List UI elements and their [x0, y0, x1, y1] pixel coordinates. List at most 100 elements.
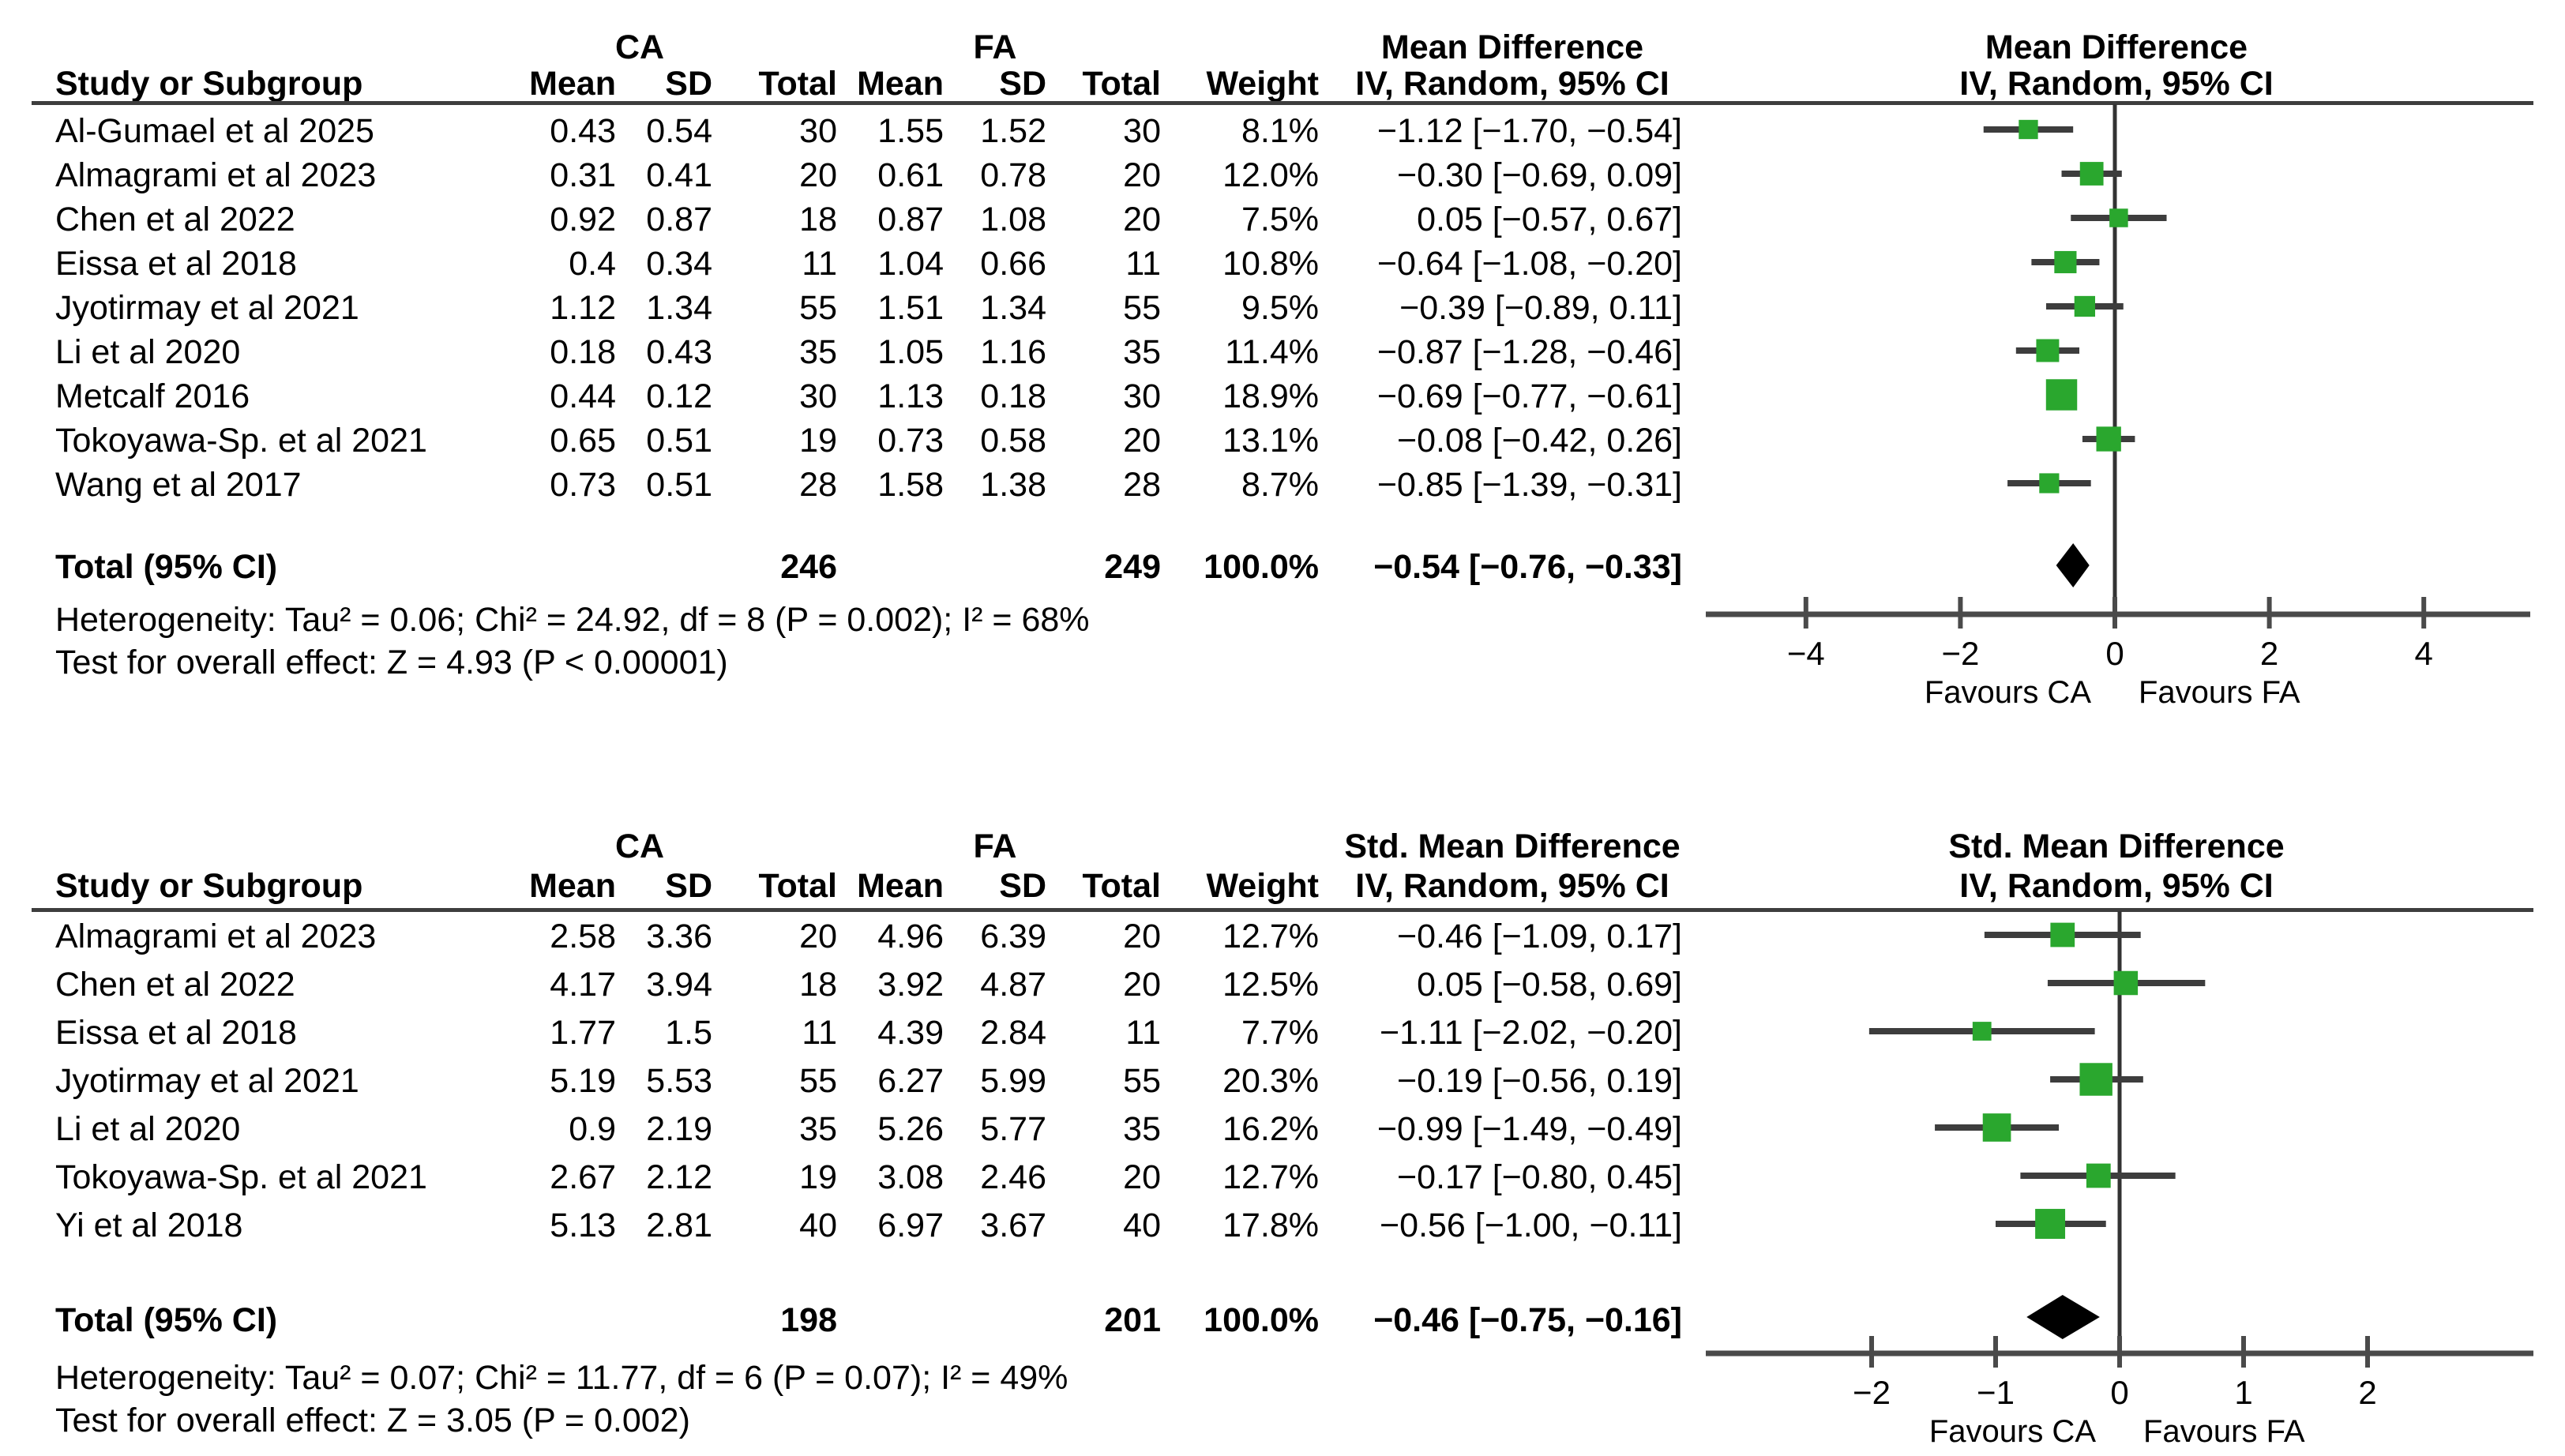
weight-value: 17.8% [1222, 1206, 1319, 1244]
study-name: Jyotirmay et al 2021 [55, 289, 359, 327]
group1-total: 11 [802, 245, 837, 283]
effect-marker-square [2019, 119, 2038, 140]
study-name: Li et al 2020 [55, 333, 241, 371]
ci-text: −0.85 [−1.39, −0.31] [1376, 466, 1682, 504]
ci-text: 0.05 [−0.58, 0.69] [1417, 966, 1682, 1004]
axis-tick-label: 0 [2110, 1374, 2128, 1411]
study-row: Chen et al 2022 4.17 3.94 18 3.92 4.87 20 12.5%… [0, 966, 1690, 1004]
weight-value: 9.5% [1241, 289, 1319, 327]
overall-effect-note: Test for overall effect: Z = 3.05 (P = 0… [55, 1402, 690, 1439]
group1-total: 35 [799, 333, 837, 371]
axis-tick-label: 1 [2234, 1374, 2252, 1411]
axis-tick-label: 4 [2415, 635, 2433, 672]
study-name: Chen et al 2022 [55, 201, 295, 238]
group2-mean: 5.26 [877, 1110, 944, 1148]
col-total2-header: Total [1082, 65, 1161, 103]
group1-mean: 0.18 [550, 333, 616, 371]
graph-effect-header: Std. Mean Difference [1948, 827, 2285, 865]
study-row: Tokoyawa-Sp. et al 2021 2.67 2.12 19 3.08 2.4… [0, 1158, 1690, 1196]
study-name: Almagrami et al 2023 [55, 156, 377, 194]
axis-tick-label: −4 [1787, 635, 1825, 672]
group2-total: 28 [1123, 466, 1161, 504]
group1-sd: 0.51 [646, 466, 712, 504]
weight-value: 11.4% [1225, 333, 1319, 371]
ci-text: −0.17 [−0.80, 0.45] [1396, 1158, 1682, 1196]
group1-mean: 2.67 [550, 1158, 616, 1196]
effect-marker-square [2086, 1163, 2111, 1188]
group2-header: FA [973, 827, 1017, 865]
group2-mean: 3.08 [877, 1158, 944, 1196]
group1-sd: 0.12 [646, 377, 712, 415]
axis-tick-label: −2 [1941, 635, 1979, 672]
weight-value: 7.5% [1241, 201, 1319, 238]
effect-marker-square [2079, 162, 2104, 186]
col-weight-header: Weight [1206, 867, 1319, 905]
effect-marker-square [2113, 970, 2139, 996]
group1-sd: 0.43 [646, 333, 712, 371]
study-row: Li et al 2020 0.9 2.19 35 5.26 5.77 35 16.2% −0.… [0, 1110, 1690, 1148]
group2-total: 35 [1123, 333, 1161, 371]
ci-text: −0.99 [−1.49, −0.49] [1376, 1110, 1682, 1148]
group2-header: FA [973, 28, 1017, 66]
study-name: Tokoyawa-Sp. et al 2021 [55, 1158, 427, 1196]
study-name: Yi et al 2018 [55, 1206, 243, 1244]
axis-tick-label: −2 [1853, 1374, 1891, 1411]
col-total2-header: Total [1082, 867, 1161, 905]
group2-mean: 1.13 [877, 377, 944, 415]
effect-marker-square [2109, 208, 2128, 227]
plot1-column-headers: Study or Subgroup Mean SD Total Mean SD … [0, 65, 2565, 103]
weight-value: 13.1% [1222, 422, 1319, 460]
forest-plot-1: CA FA Mean Difference Mean Difference St… [0, 0, 2565, 711]
group1-mean: 2.58 [550, 918, 616, 955]
group1-total: 55 [799, 289, 837, 327]
col-total1-header: Total [758, 867, 837, 905]
heterogeneity-note: Heterogeneity: Tau² = 0.06; Chi² = 24.92… [55, 601, 1090, 639]
ci-text: −1.11 [−2.02, −0.20] [1380, 1014, 1682, 1052]
weight-value: 7.7% [1241, 1014, 1319, 1052]
group1-sd: 0.34 [646, 245, 712, 283]
group1-mean: 0.73 [550, 466, 616, 504]
graph-method-header: IV, Random, 95% CI [1959, 65, 2274, 103]
study-row: Yi et al 2018 5.13 2.81 40 6.97 3.67 40 17.8% −0… [0, 1206, 1690, 1244]
group2-sd: 0.66 [980, 245, 1046, 283]
weight-value: 8.7% [1241, 466, 1319, 504]
group2-sd: 1.38 [980, 466, 1046, 504]
group2-mean: 1.51 [877, 289, 944, 327]
weight-value: 12.0% [1222, 156, 1319, 194]
group2-mean: 4.39 [877, 1014, 944, 1052]
group1-sd: 0.54 [646, 112, 712, 150]
total-weight: 100.0% [1204, 1301, 1319, 1339]
col-ci-header: IV, Random, 95% CI [1355, 65, 1669, 103]
group2-mean: 0.61 [877, 156, 944, 194]
study-row: Almagrami et al 2023 0.31 0.41 20 0.61 0.78 20… [0, 156, 1690, 194]
weight-value: 18.9% [1222, 377, 1319, 415]
group1-header: CA [614, 28, 665, 66]
group1-mean: 0.4 [569, 245, 616, 283]
group2-mean: 3.92 [877, 966, 944, 1004]
weight-value: 12.5% [1222, 966, 1319, 1004]
group1-total: 40 [799, 1206, 837, 1244]
group2-total: 20 [1123, 156, 1161, 194]
group1-mean: 0.43 [550, 112, 616, 150]
group2-mean: 1.04 [877, 245, 944, 283]
group1-sd: 1.34 [646, 289, 712, 327]
ci-text: −0.08 [−0.42, 0.26] [1396, 422, 1682, 460]
effect-marker-square [1972, 1022, 1992, 1041]
plot2-column-headers: Study or Subgroup Mean SD Total Mean SD … [0, 867, 2565, 905]
group1-sd: 5.53 [646, 1062, 712, 1100]
col-mean1-header: Mean [529, 867, 616, 905]
effect-marker-square [2045, 379, 2078, 411]
group2-mean: 0.73 [877, 422, 944, 460]
group2-total: 55 [1123, 289, 1161, 327]
group2-mean: 6.97 [877, 1206, 944, 1244]
weight-value: 12.7% [1222, 1158, 1319, 1196]
effect-marker-square [2096, 426, 2121, 452]
group1-total-sum: 198 [780, 1301, 837, 1339]
effect-marker-square [2054, 250, 2077, 274]
group1-mean: 0.65 [550, 422, 616, 460]
group2-sd: 1.52 [980, 112, 1046, 150]
group1-total: 55 [799, 1062, 837, 1100]
study-row: Chen et al 2022 0.92 0.87 18 0.87 1.08 20 7.5% 0… [0, 201, 1690, 238]
